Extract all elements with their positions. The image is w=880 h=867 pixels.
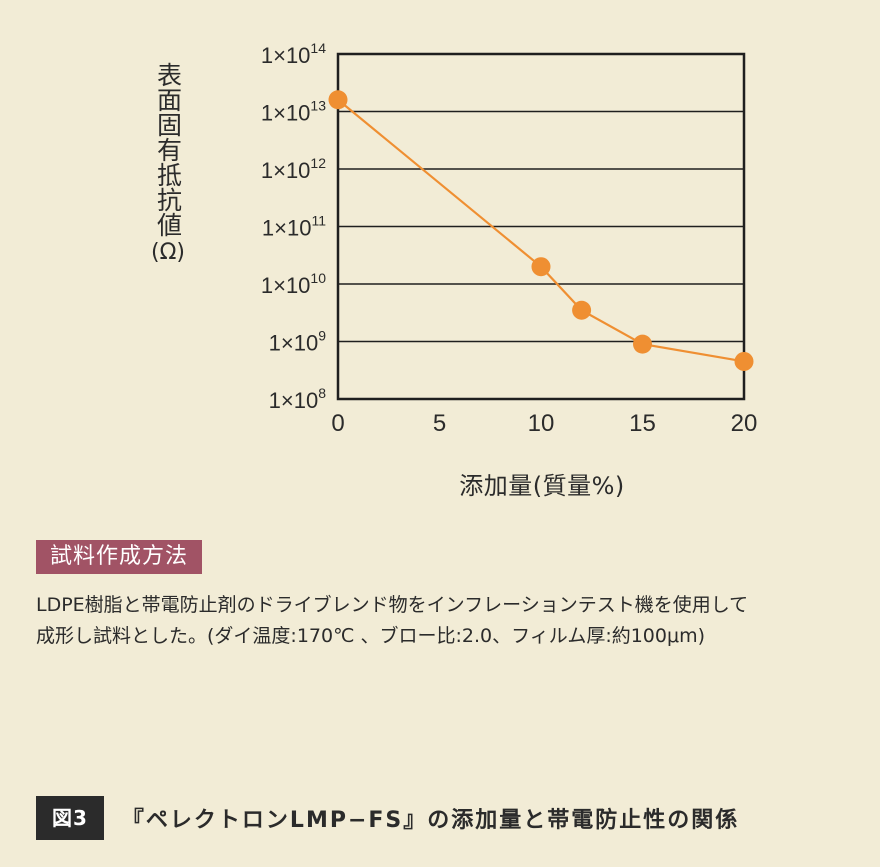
- x-axis-label: 添加量(質量%): [459, 472, 625, 500]
- description: LDPE樹脂と帯電防止剤のドライブレンド物をインフレーションテスト機を使用して …: [36, 590, 876, 652]
- figure-caption: 図3 『ペレクトロンLMP−FS』の添加量と帯電防止性の関係: [36, 796, 739, 840]
- data-point: [633, 334, 652, 354]
- y-tick-label: 1×1011: [262, 213, 326, 241]
- series: [328, 90, 754, 371]
- x-tick-label: 10: [528, 410, 555, 437]
- description-line-1: LDPE樹脂と帯電防止剤のドライブレンド物をインフレーションテスト機を使用して: [36, 594, 749, 616]
- series-line: [337, 98, 745, 363]
- x-tick-label: 0: [331, 410, 344, 437]
- gridlines: [338, 110, 744, 343]
- y-tick-label: 1×1010: [261, 270, 326, 298]
- figure-badge: 図3: [36, 796, 104, 840]
- section-tag: 試料作成方法: [36, 540, 203, 574]
- y-tick-label: 1×1014: [261, 40, 326, 68]
- y-tick-label: 1×109: [269, 328, 327, 356]
- y-tick-label: 1×1012: [261, 155, 326, 183]
- x-tick-label: 5: [433, 410, 446, 437]
- y-ticks: 1×108 1×109 1×1010 1×1011 1×1012 1×1013 1×1014: [261, 40, 326, 413]
- y-axis-unit: (Ω): [151, 240, 185, 265]
- data-point: [734, 351, 754, 371]
- y-tick-label: 1×1013: [261, 98, 326, 126]
- description-line-2: 成形し試料とした。(ダイ温度:170℃ 、ブロー比:2.0、フィルム厚:約100…: [36, 625, 705, 647]
- chart: 1×108 1×109 1×1010 1×1011 1×1012 1×1013 1×1014…: [261, 40, 757, 437]
- y-axis-label: 表面固有抵抗値 (Ω): [146, 62, 190, 266]
- x-tick-label: 20: [731, 410, 758, 437]
- x-tick-label: 15: [629, 410, 656, 437]
- x-ticks: 0 5 10 15 20: [331, 410, 757, 437]
- plot-frame: [336, 52, 746, 401]
- data-point: [328, 90, 348, 110]
- y-tick-label: 1×108: [269, 385, 327, 413]
- data-point: [531, 257, 551, 277]
- y-axis-title: 表面固有抵抗値: [153, 62, 183, 237]
- data-point: [572, 300, 592, 320]
- caption-title: 『ペレクトロンLMP−FS』の添加量と帯電防止性の関係: [121, 808, 740, 833]
